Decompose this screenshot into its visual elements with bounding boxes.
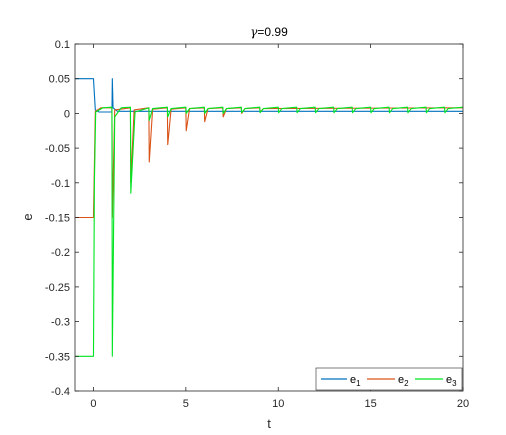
- y-axis-label: e: [20, 213, 35, 220]
- x-tick-label-5: 5: [183, 398, 189, 410]
- title-symbol: γ: [250, 25, 258, 39]
- legend-entry-e1-base: e: [350, 374, 356, 386]
- legend-entry-e2-base: e: [398, 374, 404, 386]
- legend-entry-e1-sub: 1: [356, 379, 361, 388]
- legend-entry-e2: e2: [398, 374, 409, 388]
- legend-entry-e1: e1: [350, 374, 361, 388]
- y-tick-label-2: 0: [64, 108, 70, 120]
- x-axis-label: t: [267, 416, 271, 431]
- legend-entry-e3-base: e: [446, 374, 452, 386]
- series-layer: [75, 78, 463, 357]
- x-tick-label-20: 20: [457, 398, 469, 410]
- y-tick-label-6: -0.2: [51, 247, 70, 259]
- legend: e1 e2 e3: [315, 367, 463, 391]
- y-tick-label-3: -0.05: [45, 143, 70, 155]
- y-tick-label-5: -0.15: [45, 213, 70, 225]
- x-tick-label-15: 15: [364, 398, 376, 410]
- y-tick-label-4: -0.1: [51, 178, 70, 190]
- legend-entry-e3: e3: [446, 374, 457, 388]
- y-tick-label-7: -0.25: [45, 282, 70, 294]
- y-tick-label-1: 0.05: [49, 74, 70, 86]
- y-tick-label-9: -0.35: [45, 351, 70, 363]
- tick-layer: 0 5 10 15 20 0.1 0.05 0 -0.05 -0.1 -0.15 -0.2 -0.25 -…: [45, 39, 469, 410]
- legend-entry-e3-sub: 3: [452, 379, 457, 388]
- y-tick-label-8: -0.3: [51, 317, 70, 329]
- series-line-e3: [75, 106, 463, 357]
- x-tick-label-10: 10: [272, 398, 284, 410]
- plot-background: [75, 44, 463, 391]
- legend-entry-e2-sub: 2: [404, 379, 409, 388]
- x-tick-label-0: 0: [90, 398, 96, 410]
- chart-title: γ=0.99: [250, 25, 288, 39]
- y-tick-label-0: 0.1: [55, 39, 70, 51]
- y-tick-label-10: -0.4: [51, 386, 70, 398]
- title-value: =0.99: [257, 25, 288, 39]
